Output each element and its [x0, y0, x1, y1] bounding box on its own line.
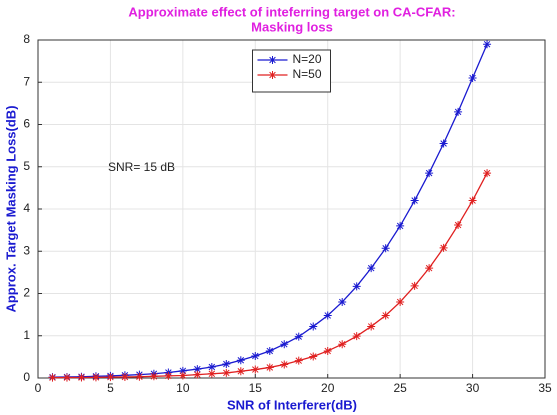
- marker: [149, 372, 158, 381]
- marker: [367, 322, 376, 331]
- y-tick-label: 1: [23, 328, 30, 342]
- marker: [91, 373, 100, 382]
- marker: [48, 373, 57, 382]
- legend-label: N=50: [293, 67, 322, 81]
- marker: [367, 264, 376, 273]
- marker: [207, 369, 216, 378]
- marker: [338, 297, 347, 306]
- x-tick-label: 0: [35, 381, 42, 395]
- y-tick-label: 0: [23, 370, 30, 384]
- marker: [251, 365, 260, 374]
- marker: [396, 221, 405, 230]
- marker: [222, 360, 231, 369]
- marker: [410, 196, 419, 205]
- x-tick-label: 15: [249, 381, 263, 395]
- x-tick-label: 25: [393, 381, 407, 395]
- marker: [77, 373, 86, 382]
- marker: [294, 332, 303, 341]
- marker: [454, 107, 463, 116]
- marker: [178, 366, 187, 375]
- marker: [468, 74, 477, 83]
- x-tick-label: 10: [176, 381, 190, 395]
- annotation: SNR= 15 dB: [108, 160, 175, 174]
- y-tick-label: 7: [23, 74, 30, 88]
- y-tick-label: 4: [23, 201, 30, 215]
- marker: [193, 370, 202, 379]
- line: [52, 43, 488, 378]
- marker: [62, 373, 71, 382]
- chart-title: Masking loss: [251, 19, 333, 34]
- marker: [236, 367, 245, 376]
- marker: [483, 169, 492, 178]
- marker: [381, 244, 390, 253]
- marker: [280, 340, 289, 349]
- plot-frame: [37, 39, 546, 379]
- x-tick-label: 5: [107, 381, 114, 395]
- marker: [294, 356, 303, 365]
- marker: [251, 352, 260, 361]
- marker: [236, 356, 245, 365]
- chart-title: Approximate effect of inteferring target…: [128, 4, 455, 19]
- marker: [338, 340, 347, 349]
- marker: [178, 371, 187, 380]
- y-tick-label: 2: [23, 286, 30, 300]
- marker: [120, 372, 129, 381]
- marker: [207, 363, 216, 372]
- y-tick-label: 3: [23, 243, 30, 257]
- marker: [454, 221, 463, 230]
- marker: [352, 282, 361, 291]
- marker: [265, 363, 274, 372]
- marker: [323, 311, 332, 320]
- legend-label: N=20: [293, 52, 322, 66]
- marker: [309, 322, 318, 331]
- marker: [309, 352, 318, 361]
- marker: [425, 264, 434, 273]
- marker: [468, 196, 477, 205]
- legend-box: [252, 49, 331, 93]
- y-tick-label: 8: [23, 32, 30, 46]
- marker: [164, 371, 173, 380]
- marker: [352, 332, 361, 341]
- y-axis-label: Approx. Target Masking Loss(dB): [3, 105, 18, 312]
- marker: [439, 139, 448, 148]
- marker: [323, 346, 332, 355]
- x-axis-label: SNR of Interferer(dB): [227, 397, 357, 412]
- marker: [280, 360, 289, 369]
- marker: [439, 243, 448, 252]
- marker: [265, 346, 274, 355]
- marker: [135, 372, 144, 381]
- y-tick-label: 5: [23, 159, 30, 173]
- marker: [222, 368, 231, 377]
- marker: [410, 281, 419, 290]
- marker: [425, 169, 434, 178]
- marker: [106, 373, 115, 382]
- marker: [483, 40, 492, 49]
- marker: [396, 297, 405, 306]
- x-tick-label: 35: [538, 381, 552, 395]
- marker: [193, 365, 202, 374]
- x-tick-label: 30: [466, 381, 480, 395]
- x-tick-label: 20: [321, 381, 335, 395]
- legend-marker: [268, 71, 277, 79]
- legend-marker: [268, 56, 277, 64]
- y-tick-label: 6: [23, 117, 30, 131]
- marker: [381, 311, 390, 320]
